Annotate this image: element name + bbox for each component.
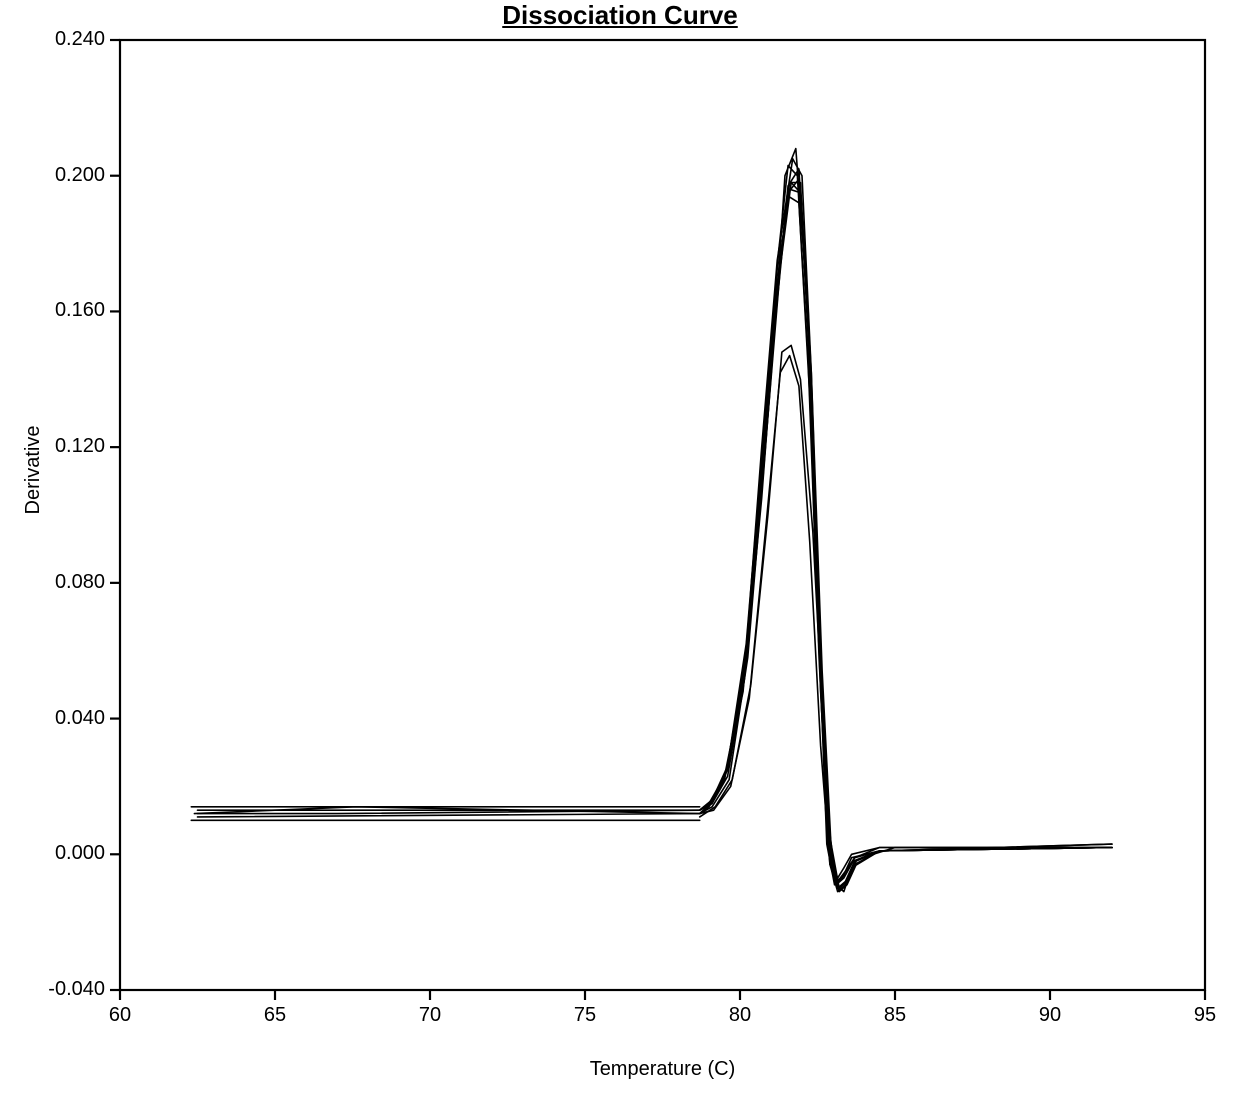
y-tick-label: 0.240 [30,28,105,51]
chart-container: Dissociation Curve Derivative Temperatur… [0,0,1240,1096]
x-tick-label: 80 [710,1004,770,1027]
y-tick-label: 0.080 [30,571,105,594]
x-tick-label: 70 [400,1004,460,1027]
y-tick-label: -0.040 [30,978,105,1001]
chart-plot [0,0,1240,1096]
y-tick-label: 0.160 [30,299,105,322]
y-tick-label: 0.200 [30,164,105,187]
x-tick-label: 60 [90,1004,150,1027]
x-tick-label: 90 [1020,1004,1080,1027]
y-tick-label: 0.040 [30,707,105,730]
x-tick-label: 85 [865,1004,925,1027]
y-tick-label: 0.000 [30,842,105,865]
x-tick-label: 65 [245,1004,305,1027]
y-tick-label: 0.120 [30,435,105,458]
x-tick-label: 95 [1175,1004,1235,1027]
x-tick-label: 75 [555,1004,615,1027]
